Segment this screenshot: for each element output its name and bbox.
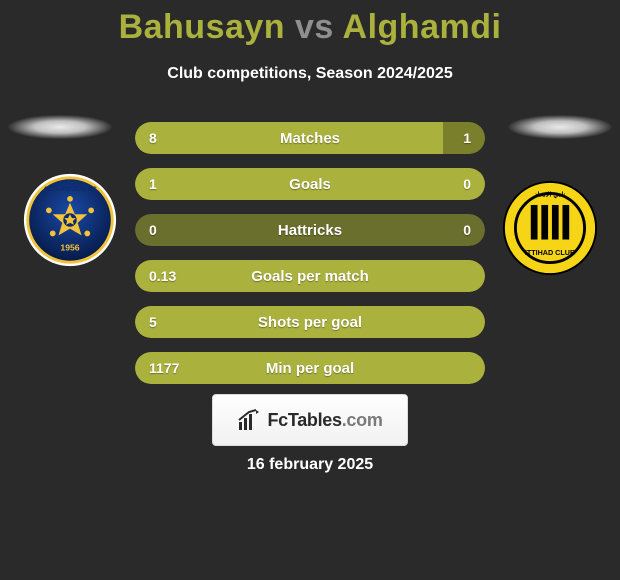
stat-bar: 5Shots per goal — [135, 306, 485, 338]
altaawoun-badge-icon: ALTAAWOUN FC 1956 — [22, 172, 118, 268]
page-title: Bahusayn vs Alghamdi — [0, 0, 620, 47]
badge-text-arabic: نادي الاتحاد — [535, 190, 566, 199]
vs-text: vs — [295, 8, 334, 46]
club-badge-right: ITTIHAD CLUB نادي الاتحاد — [502, 180, 598, 276]
stat-label: Matches — [135, 122, 485, 154]
player1-name: Bahusayn — [119, 8, 286, 46]
stat-label: Shots per goal — [135, 306, 485, 338]
brand-suffix: .com — [342, 410, 383, 430]
brand-box: FcTables.com — [212, 394, 408, 446]
stat-label: Min per goal — [135, 352, 485, 384]
player2-name: Alghamdi — [343, 8, 502, 46]
chart-icon — [237, 408, 261, 432]
stat-bar: 81Matches — [135, 122, 485, 154]
stat-bars: 81Matches 10Goals 00Hattricks 0.13Goals per… — [135, 122, 485, 398]
stat-label: Goals per match — [135, 260, 485, 292]
brand-prefix: Fc — [267, 410, 287, 430]
stat-bar: 1177Min per goal — [135, 352, 485, 384]
shadow-left — [8, 115, 112, 139]
brand-main: Tables — [288, 410, 342, 430]
ittihad-badge-icon: ITTIHAD CLUB نادي الاتحاد — [502, 180, 598, 276]
badge-text-top: ALTAAWOUN FC — [43, 186, 97, 193]
shadow-right — [508, 115, 612, 139]
stat-label: Goals — [135, 168, 485, 200]
brand-text: FcTables.com — [267, 410, 382, 431]
stat-bar: 10Goals — [135, 168, 485, 200]
badge-year: 1956 — [60, 243, 79, 253]
stat-bar: 0.13Goals per match — [135, 260, 485, 292]
badge-text-bottom: ITTIHAD CLUB — [525, 248, 575, 257]
subtitle: Club competitions, Season 2024/2025 — [0, 65, 620, 83]
stat-bar: 00Hattricks — [135, 214, 485, 246]
stat-label: Hattricks — [135, 214, 485, 246]
club-badge-left: ALTAAWOUN FC 1956 — [22, 172, 118, 268]
footer-date: 16 february 2025 — [0, 456, 620, 474]
